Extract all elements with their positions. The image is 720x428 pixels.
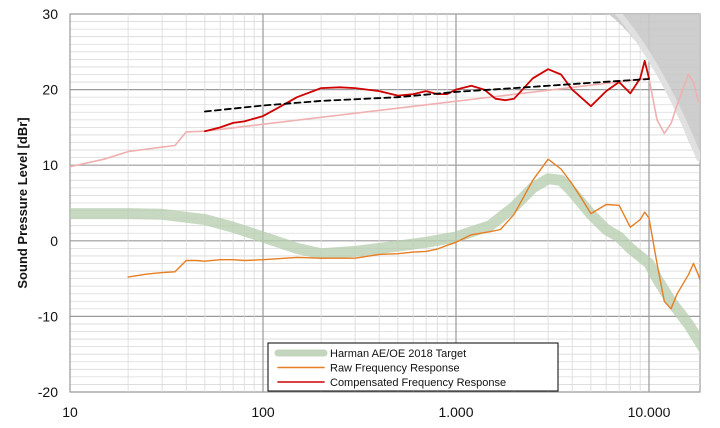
x-tick-label: 10.000 bbox=[628, 404, 671, 420]
y-tick-label: 10 bbox=[42, 157, 58, 173]
decorative-swoosh bbox=[608, 14, 700, 163]
swoosh-shape bbox=[608, 14, 700, 163]
y-tick-label: 30 bbox=[42, 6, 58, 22]
grid bbox=[69, 13, 701, 393]
y-tick-label: 0 bbox=[50, 233, 58, 249]
y-tick-label: -20 bbox=[38, 384, 58, 400]
x-tick-label: 10 bbox=[62, 404, 78, 420]
legend-label: Harman AE/OE 2018 Target bbox=[330, 348, 466, 360]
y-tick-label: 20 bbox=[42, 82, 58, 98]
x-tick-label: 1.000 bbox=[438, 404, 473, 420]
series-layer bbox=[70, 60, 700, 354]
compensated-response-extension bbox=[70, 73, 700, 168]
series-target-trend bbox=[204, 78, 650, 113]
legend: Harman AE/OE 2018 Target Raw Frequency Re… bbox=[267, 342, 559, 392]
watermark: 知乎 @朱里 bbox=[622, 392, 702, 410]
y-axis-title: Sound Pressure Level [dBr] bbox=[15, 117, 30, 288]
swoosh-edge bbox=[614, 14, 700, 162]
legend-label: Raw Frequency Response bbox=[330, 363, 460, 375]
y-tick-label: -10 bbox=[38, 308, 58, 324]
legend-label: Compensated Frequency Response bbox=[330, 377, 506, 389]
axis-labels: -20 -10 0 10 20 30 10 100 1.000 10.000 bbox=[38, 6, 671, 420]
series-raw-response bbox=[127, 158, 700, 310]
x-tick-label: 100 bbox=[251, 404, 275, 420]
